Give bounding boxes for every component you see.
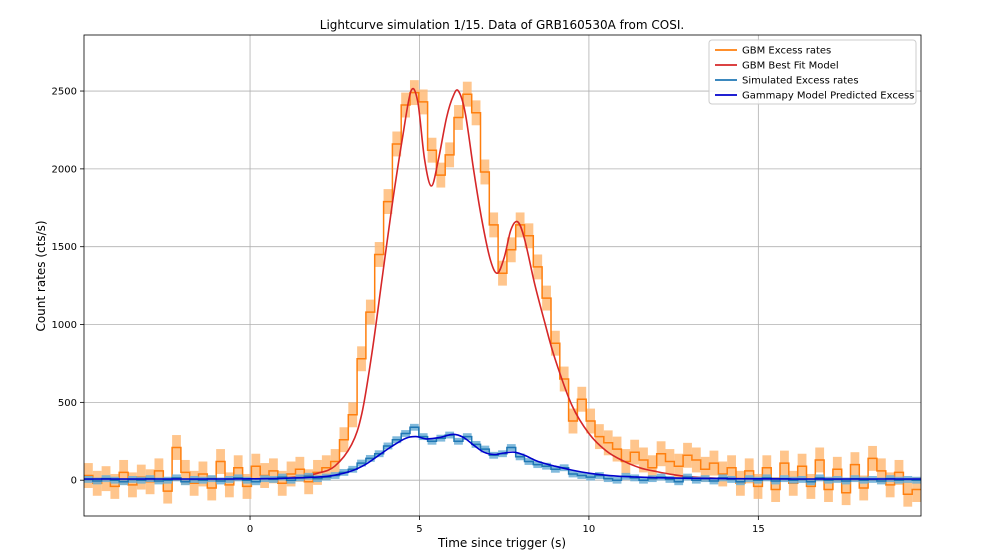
legend: GBM Excess rates GBM Best Fit Model Simula… xyxy=(708,39,917,105)
x-axis-ticks: 0 5 10 15 xyxy=(247,516,765,535)
y-tick-label: 2000 xyxy=(52,164,77,175)
y-axis-label: Count rates (cts/s) xyxy=(34,220,48,331)
legend-label: GBM Best Fit Model xyxy=(742,61,839,72)
series-0-gbm-excess-rates xyxy=(84,80,921,507)
y-axis-ticks: 0 500 1000 1500 2000 2500 xyxy=(52,87,84,487)
legend-label: Gammapy Model Predicted Excess xyxy=(742,91,914,102)
x-tick-label: 10 xyxy=(583,524,596,535)
y-tick-label: 0 xyxy=(71,476,77,487)
x-axis-label: Time since trigger (s) xyxy=(437,536,566,550)
legend-label: GBM Excess rates xyxy=(742,46,831,57)
y-tick-label: 500 xyxy=(58,398,77,409)
series-3-gammapy-model-predicted-excess xyxy=(84,433,921,480)
x-tick-label: 15 xyxy=(752,524,765,535)
model-line xyxy=(84,433,921,480)
series-group xyxy=(84,80,921,507)
y-tick-label: 1000 xyxy=(52,320,77,331)
x-tick-label: 0 xyxy=(247,524,253,535)
x-tick-label: 5 xyxy=(416,524,422,535)
legend-box xyxy=(708,39,917,105)
legend-label: Simulated Excess rates xyxy=(742,76,859,87)
plot-frame xyxy=(83,34,922,517)
chart-title: Lightcurve simulation 1/15. Data of GRB1… xyxy=(320,18,684,32)
plot-area xyxy=(84,80,921,507)
step-line xyxy=(84,91,921,495)
y-tick-label: 2500 xyxy=(52,87,77,98)
y-tick-label: 1500 xyxy=(52,242,77,253)
